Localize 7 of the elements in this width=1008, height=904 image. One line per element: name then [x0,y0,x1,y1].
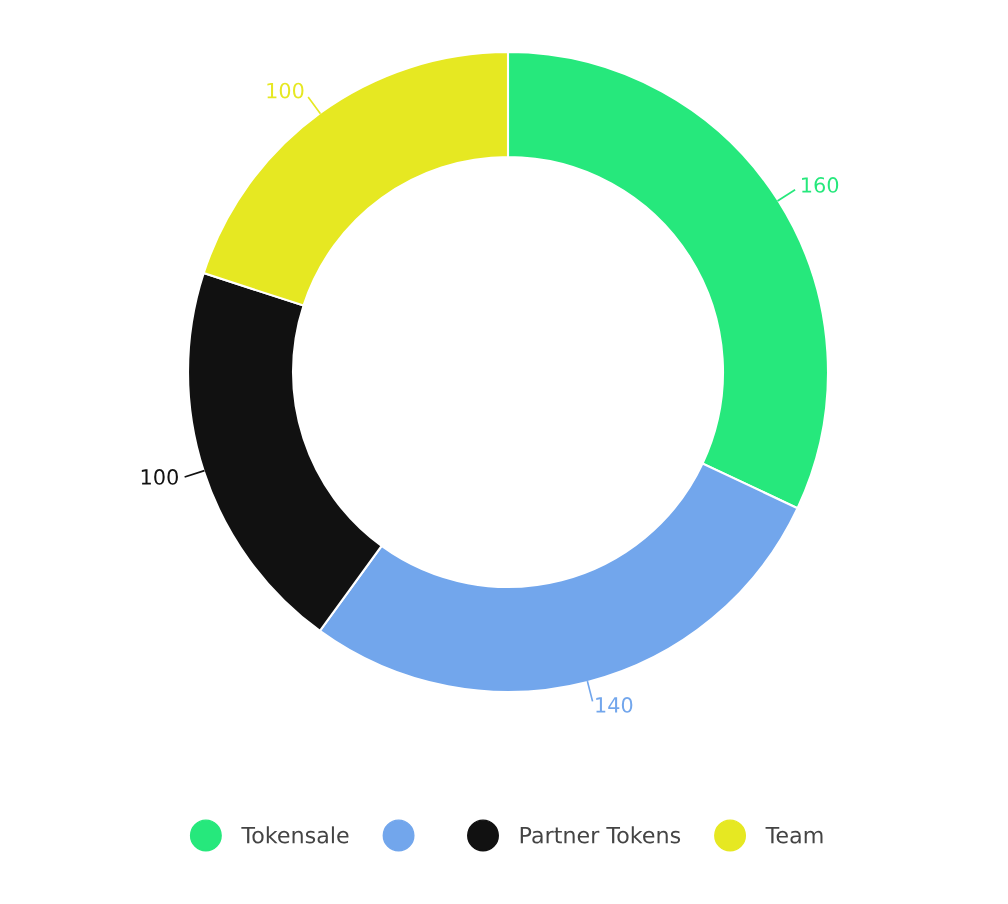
data-label: 100 [267,82,304,99]
legend-label: Partner Tokens [520,826,681,844]
legend-label: Tokensale [241,826,349,844]
data-label: 140 [596,697,633,713]
legend-label: Team [765,827,823,844]
data-label: 100 [141,469,178,485]
data-label: 160 [802,177,839,193]
